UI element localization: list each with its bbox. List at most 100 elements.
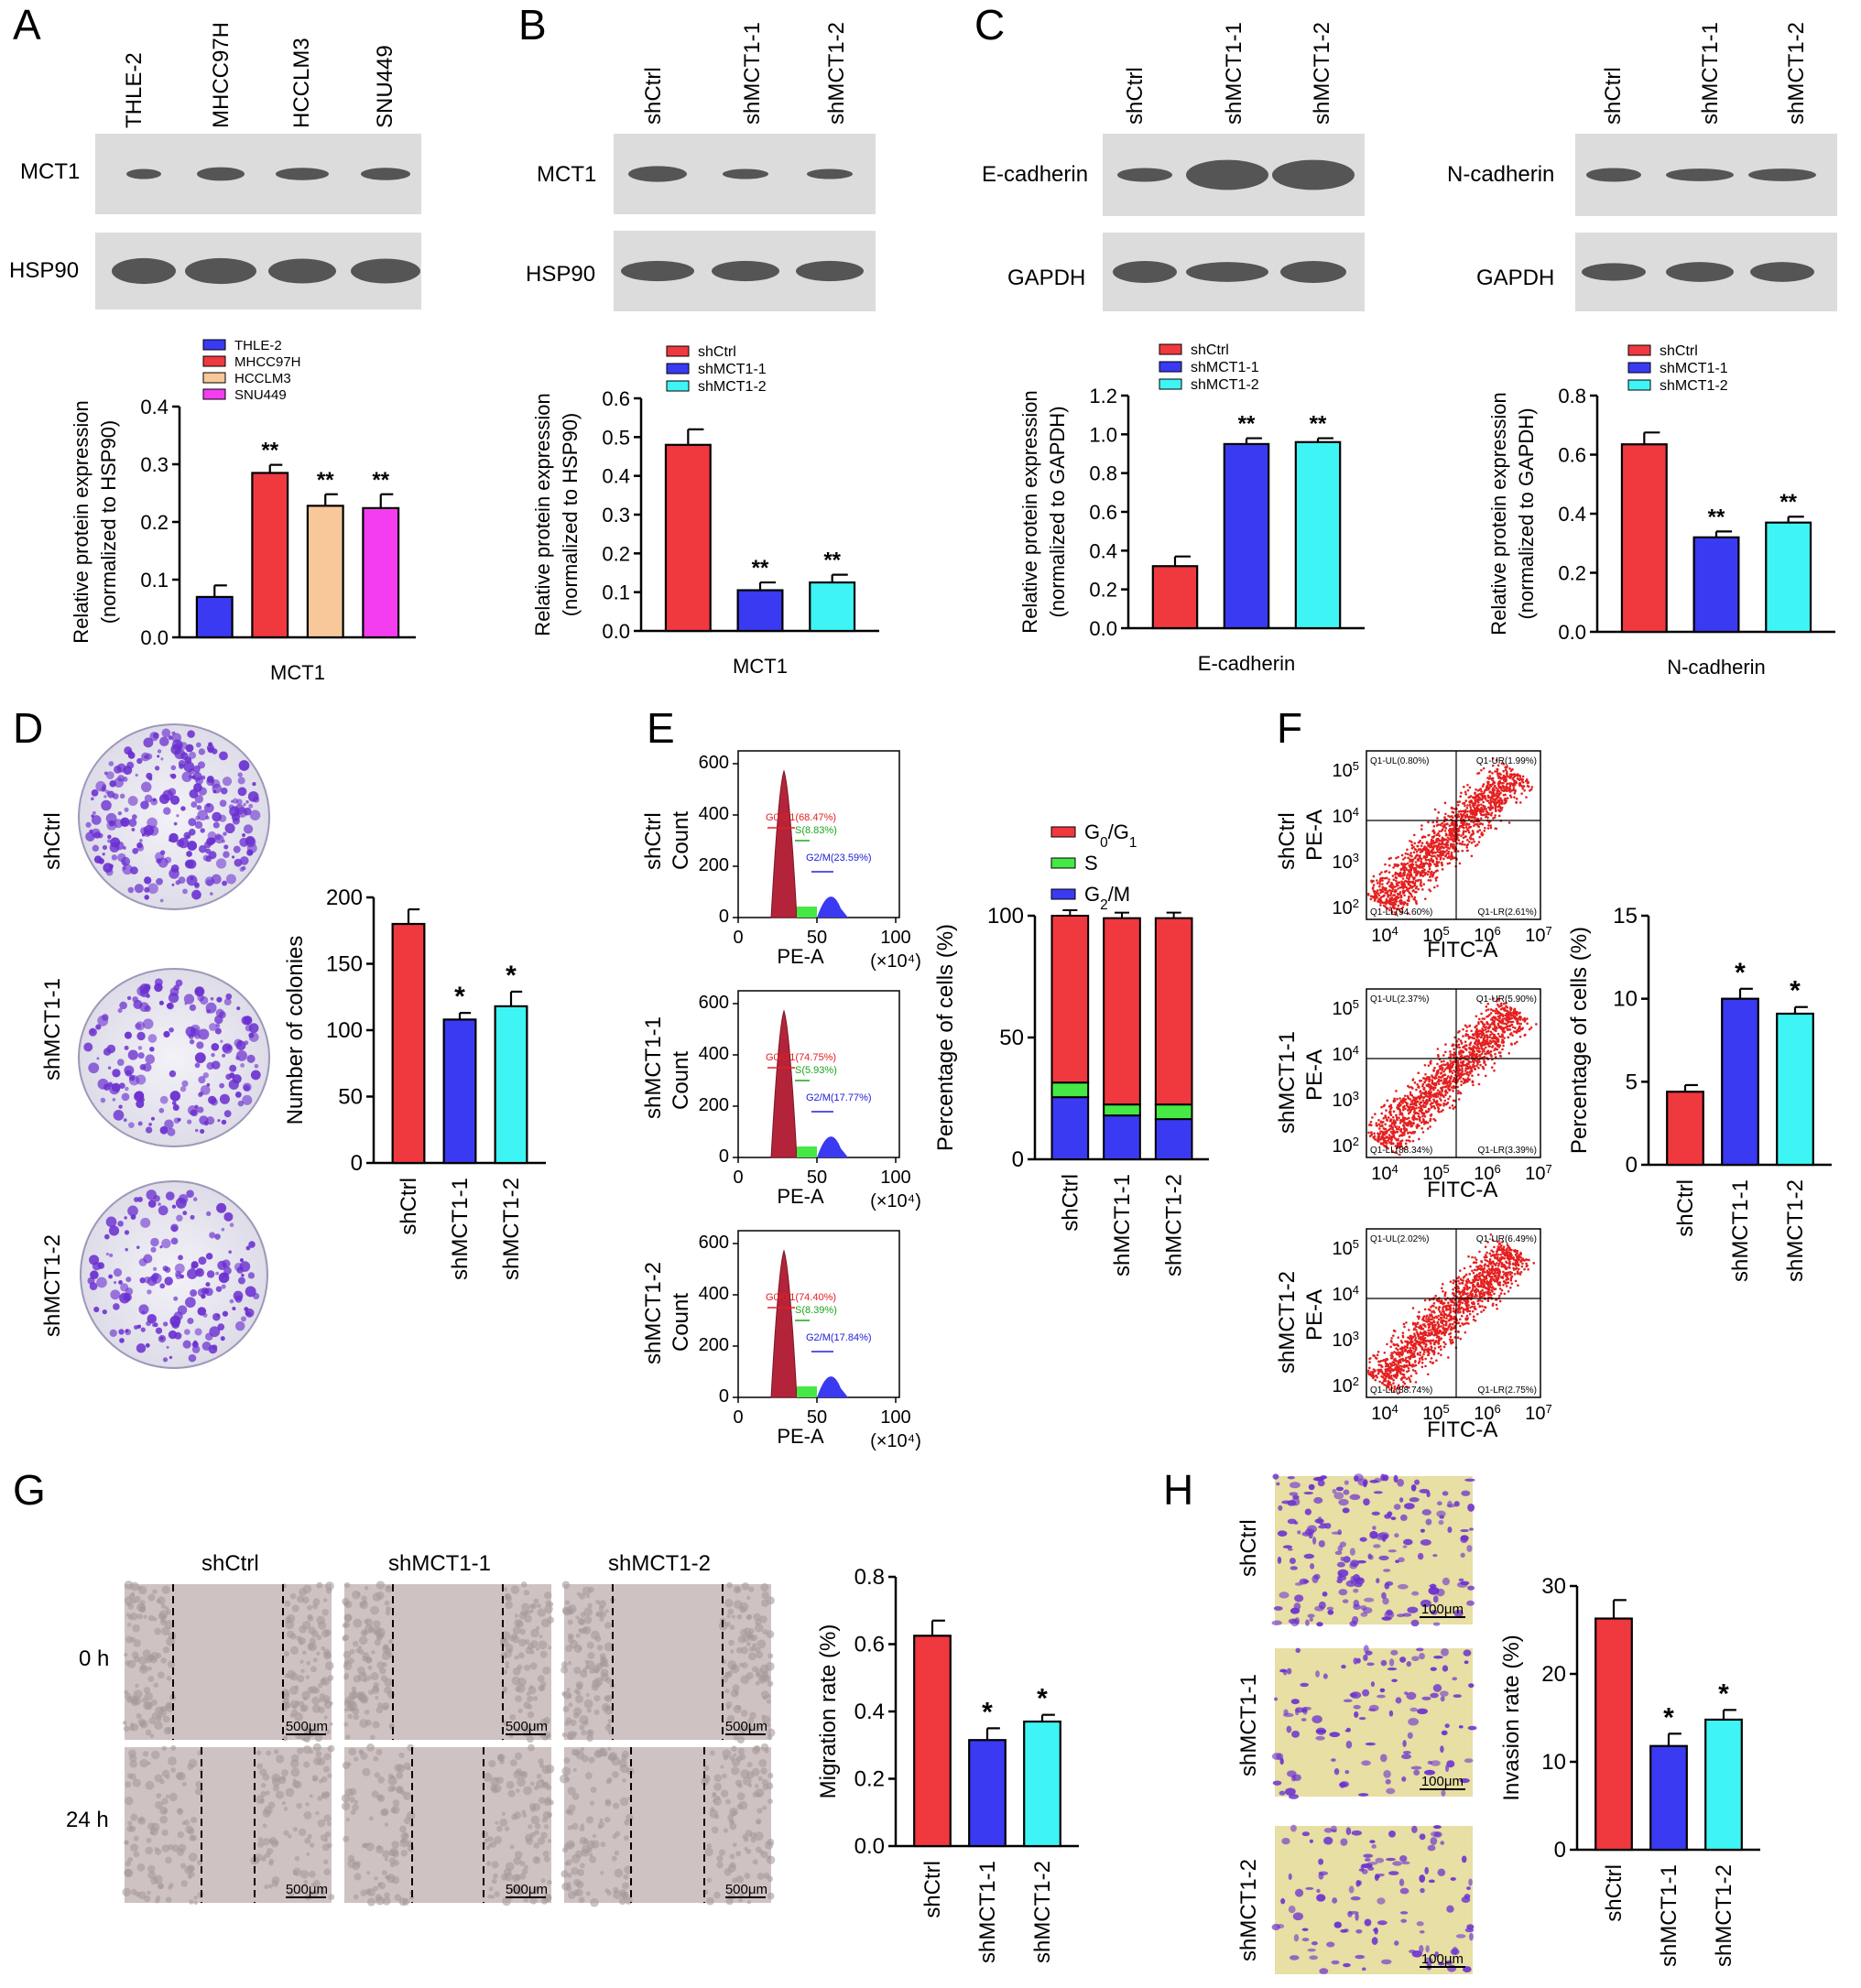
scatter-point: [1509, 1028, 1512, 1031]
chart-f-tick-label: 15: [1613, 904, 1638, 929]
colony-dot: [125, 1070, 132, 1076]
colony-dot: [245, 800, 248, 803]
scatter-point: [1460, 813, 1463, 816]
scatter-point: [1414, 1081, 1417, 1084]
scatter-point: [1402, 1109, 1405, 1112]
scatter-point: [1415, 1337, 1418, 1340]
colony-dot: [106, 1253, 109, 1255]
scatter-point: [1463, 1311, 1465, 1314]
chart-c1-sig-label: **: [1310, 412, 1327, 437]
scatter-point: [1469, 1310, 1472, 1313]
scatter-point: [1416, 1100, 1419, 1103]
scatter-point: [1400, 896, 1403, 899]
colony-dot: [234, 1291, 244, 1301]
scatter-point: [1407, 1109, 1409, 1112]
scatter-point: [1508, 1025, 1511, 1027]
colony-dot: [222, 1285, 226, 1289]
scatter-point: [1410, 855, 1413, 858]
scatter-point: [1480, 1310, 1483, 1313]
scatter-point: [1415, 1346, 1418, 1349]
scatter-point: [1446, 1077, 1449, 1080]
colony-dot: [147, 1289, 151, 1294]
scatter-point: [1518, 785, 1521, 788]
scatter-point: [1510, 1015, 1513, 1017]
scatter-point: [1524, 1034, 1527, 1037]
scatter-point: [1489, 785, 1492, 788]
scatter-point: [1529, 789, 1531, 792]
scatter-point: [1458, 800, 1461, 803]
colony-dot: [123, 846, 126, 850]
scatter-point: [1431, 1357, 1433, 1360]
scatter-point: [1370, 1124, 1373, 1127]
scatter-point: [1490, 814, 1493, 817]
colony-dot: [190, 1215, 194, 1220]
colony-dot: [244, 1016, 253, 1025]
scatter-point: [1388, 885, 1391, 888]
scatter-point: [1437, 1110, 1440, 1113]
blot-a-mct1-band: [361, 168, 410, 180]
scatter-point: [1510, 769, 1513, 772]
colony-dot: [193, 766, 201, 773]
scatter-point: [1497, 1033, 1500, 1036]
scatter-point: [1407, 873, 1409, 875]
colony-dot: [217, 1119, 220, 1122]
scatter-point: [1462, 816, 1464, 819]
scatter-point: [1388, 1141, 1391, 1144]
scatter-point: [1493, 1273, 1496, 1276]
chart-c1-legend-label: shMCT1-1: [1191, 360, 1259, 375]
scatter-point: [1412, 889, 1415, 892]
scatter-point: [1492, 817, 1495, 820]
scatter-point: [1417, 888, 1420, 891]
colony-dot: [159, 1001, 164, 1005]
scatter-point: [1480, 769, 1483, 772]
scatter-point: [1479, 1032, 1482, 1035]
scatter-point: [1405, 1101, 1408, 1103]
scatter-y-tick-label: 105: [1333, 997, 1359, 1020]
scatter-point: [1424, 897, 1427, 900]
scatter-point: [1498, 772, 1501, 775]
scatter-point: [1395, 880, 1398, 883]
colony-dot: [200, 828, 204, 832]
scatter-point: [1474, 1256, 1476, 1259]
colony-dot: [114, 1268, 122, 1276]
colony-dot: [185, 1297, 196, 1308]
scatter-point: [1459, 809, 1462, 812]
scatter-point: [1458, 1051, 1461, 1054]
scatter-point: [1520, 792, 1523, 795]
scatter-point: [1479, 1272, 1482, 1275]
scatter-point: [1414, 1355, 1417, 1358]
scatter-point: [1466, 810, 1469, 813]
histogram-tick-label: 600: [699, 753, 729, 773]
scatter-point: [1490, 777, 1493, 780]
scatter-point: [1498, 809, 1501, 812]
scatter-point: [1402, 877, 1405, 880]
scatter-point: [1523, 1018, 1526, 1021]
colony-dot: [126, 762, 134, 769]
colony-dot: [253, 797, 259, 803]
colony-dot: [193, 1197, 197, 1200]
colony-dot: [178, 1118, 181, 1122]
scatter-point: [1491, 1032, 1494, 1035]
scatter-point: [1464, 1048, 1467, 1050]
scatter-point: [1425, 862, 1428, 864]
scatter-point: [1486, 1035, 1489, 1037]
colony-dot: [109, 1254, 113, 1257]
scatter-point: [1397, 884, 1399, 886]
chart-b-sig-label: **: [823, 549, 841, 573]
scatter-point: [1453, 1308, 1455, 1310]
scatter-point: [1460, 1083, 1463, 1086]
scatter-point: [1512, 1026, 1515, 1028]
scatter-point: [1386, 870, 1388, 873]
scatter-point: [1493, 795, 1496, 798]
scatter-point: [1481, 1021, 1484, 1024]
scatter-point: [1420, 875, 1422, 877]
scatter-point: [1421, 1362, 1424, 1364]
colony-dot: [160, 757, 163, 760]
scatter-point: [1470, 1069, 1473, 1071]
scatter-point: [1470, 812, 1473, 815]
scatter-point: [1391, 1122, 1394, 1124]
colony-dot: [223, 844, 228, 849]
scatter-point: [1464, 1275, 1466, 1277]
chart-g-tick-label: 0.4: [854, 1700, 885, 1724]
